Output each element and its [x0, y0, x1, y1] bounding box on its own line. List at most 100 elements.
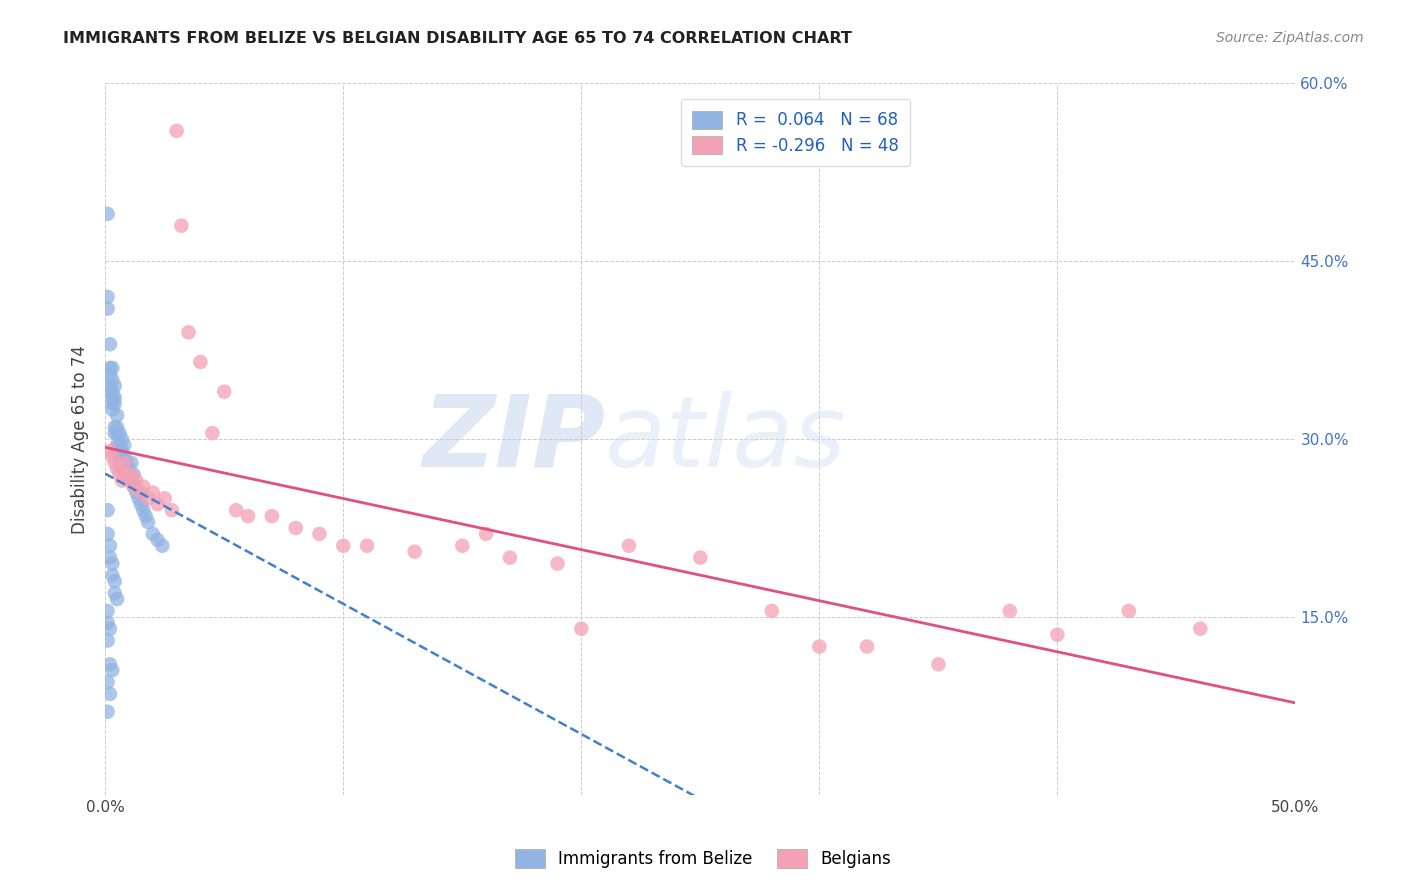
Point: [97, 604, 120, 618]
Point: [1046, 628, 1069, 642]
Point: [111, 432, 134, 446]
Point: [111, 444, 134, 458]
Point: [569, 622, 592, 636]
Point: [108, 426, 131, 441]
Point: [101, 450, 124, 464]
Point: [101, 360, 124, 375]
Point: [120, 467, 142, 482]
Point: [118, 474, 141, 488]
Text: atlas: atlas: [605, 391, 846, 488]
Y-axis label: Disability Age 65 to 74: Disability Age 65 to 74: [72, 344, 89, 533]
Point: [120, 474, 142, 488]
Point: [97, 301, 120, 316]
Point: [136, 515, 159, 529]
Point: [105, 409, 128, 423]
Point: [617, 539, 640, 553]
Point: [142, 527, 165, 541]
Point: [97, 615, 120, 630]
Point: [105, 461, 128, 475]
Point: [856, 640, 879, 654]
Point: [166, 124, 188, 138]
Text: IMMIGRANTS FROM BELIZE VS BELGIAN DISABILITY AGE 65 TO 74 CORRELATION CHART: IMMIGRANTS FROM BELIZE VS BELGIAN DISABI…: [63, 31, 852, 46]
Point: [98, 687, 121, 701]
Point: [98, 360, 121, 375]
Point: [120, 456, 142, 470]
Point: [146, 533, 169, 547]
Point: [112, 461, 135, 475]
Point: [101, 373, 124, 387]
Point: [404, 544, 426, 558]
Point: [98, 550, 121, 565]
Point: [998, 604, 1021, 618]
Point: [111, 450, 134, 464]
Point: [132, 479, 155, 493]
Point: [499, 550, 522, 565]
Point: [260, 509, 283, 524]
Point: [104, 391, 127, 405]
Point: [108, 467, 131, 482]
Point: [105, 438, 128, 452]
Point: [105, 592, 128, 607]
Point: [97, 633, 120, 648]
Point: [97, 675, 120, 690]
Point: [108, 438, 131, 452]
Point: [547, 557, 569, 571]
Point: [104, 396, 127, 410]
Point: [128, 491, 150, 506]
Point: [122, 479, 145, 493]
Point: [105, 420, 128, 434]
Point: [112, 450, 135, 464]
Point: [112, 456, 135, 470]
Point: [146, 497, 169, 511]
Point: [132, 503, 155, 517]
Point: [150, 539, 173, 553]
Point: [308, 527, 330, 541]
Point: [101, 384, 124, 399]
Point: [97, 527, 120, 541]
Point: [98, 444, 121, 458]
Point: [97, 290, 120, 304]
Point: [98, 622, 121, 636]
Point: [104, 456, 127, 470]
Point: [101, 557, 124, 571]
Point: [1118, 604, 1140, 618]
Point: [115, 467, 138, 482]
Point: [135, 509, 157, 524]
Point: [97, 503, 120, 517]
Point: [104, 574, 127, 589]
Point: [808, 640, 831, 654]
Point: [108, 450, 131, 464]
Point: [118, 461, 141, 475]
Point: [153, 491, 176, 506]
Point: [118, 474, 141, 488]
Point: [112, 438, 135, 452]
Point: [136, 491, 159, 506]
Point: [97, 207, 120, 221]
Point: [98, 367, 121, 381]
Point: [111, 461, 134, 475]
Point: [98, 539, 121, 553]
Point: [104, 426, 127, 441]
Point: [101, 391, 124, 405]
Point: [101, 402, 124, 417]
Point: [104, 378, 127, 392]
Point: [129, 485, 152, 500]
Point: [177, 326, 200, 340]
Point: [142, 485, 165, 500]
Point: [212, 384, 235, 399]
Point: [284, 521, 307, 535]
Point: [475, 527, 498, 541]
Point: [111, 474, 134, 488]
Point: [129, 497, 152, 511]
Point: [98, 384, 121, 399]
Legend: R =  0.064   N = 68, R = -0.296   N = 48: R = 0.064 N = 68, R = -0.296 N = 48: [681, 99, 910, 166]
Point: [98, 657, 121, 672]
Point: [201, 426, 224, 441]
Point: [115, 467, 138, 482]
Point: [105, 426, 128, 441]
Point: [1189, 622, 1212, 636]
Point: [122, 467, 145, 482]
Point: [160, 503, 183, 517]
Point: [927, 657, 949, 672]
Point: [101, 663, 124, 677]
